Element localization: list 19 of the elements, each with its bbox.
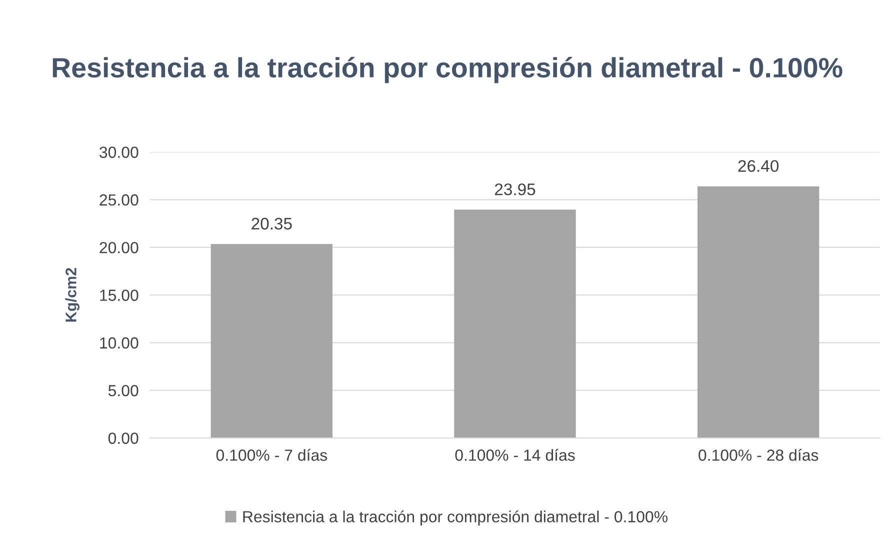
y-tick-label: 25.00: [100, 194, 138, 206]
y-tick-label: 20.00: [100, 242, 138, 254]
bar: [210, 244, 332, 438]
legend-label: Resistencia a la tracción por compresión diametral - 0.100%: [243, 510, 668, 526]
text: 23.95: [494, 183, 536, 196]
x-tick-label: 0.100% - 14 días: [455, 448, 575, 461]
y-tick-label: 0.00: [108, 432, 138, 444]
y-tick-label: 15.00: [100, 290, 138, 301]
y-tick-label: 30.00: [100, 146, 138, 158]
x-tick-label: 0.100% - 28 días: [698, 448, 818, 461]
y-axis-title: Kg/cm2: [65, 268, 80, 322]
text: 26.40: [738, 160, 779, 172]
text: 20.35: [252, 218, 292, 230]
bar: [698, 186, 820, 438]
bar: [454, 210, 576, 438]
x-tick-label: 0.100% - 7 días: [216, 448, 328, 461]
chart-title: Resistencia a la tracción por compresión diametral - 0.100%: [52, 56, 842, 84]
y-tick-label: 10.00: [100, 337, 138, 349]
y-tick-label: 5.00: [108, 384, 138, 396]
